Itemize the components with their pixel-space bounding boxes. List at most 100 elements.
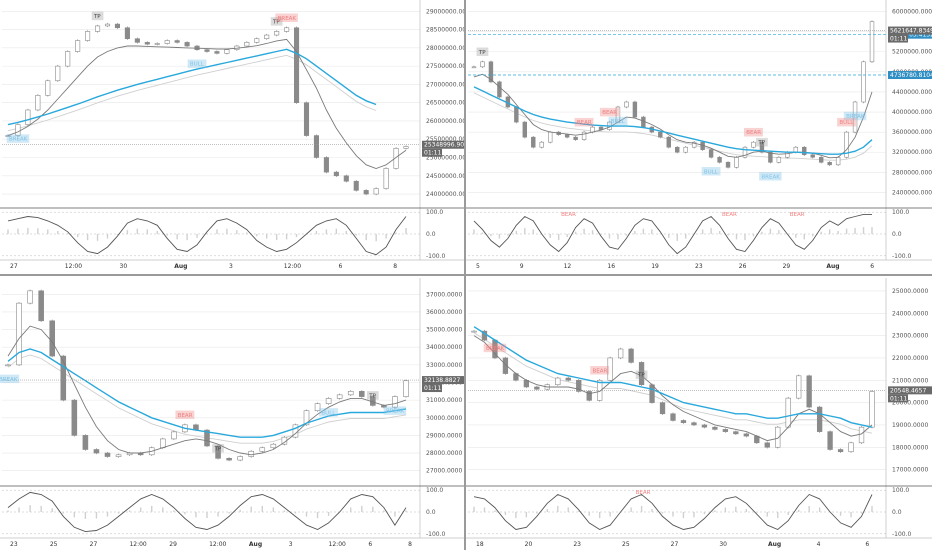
signal-tag-bg — [608, 116, 628, 126]
candle-body — [638, 362, 645, 386]
level-tag-text: 4736780.8104 — [890, 72, 932, 79]
candle-body — [65, 51, 71, 67]
signal-tag-bg — [175, 410, 195, 420]
y-tick-label: 5200000.0000 — [892, 49, 932, 56]
y-tick-label: 21000.0000 — [892, 377, 928, 384]
signal-tag-bg — [837, 117, 857, 127]
candle-body — [284, 27, 290, 32]
x-tick-label: 30 — [719, 541, 727, 548]
osc-tick-label: -100.0 — [892, 531, 912, 538]
y-tick-label: 22000.0000 — [892, 355, 928, 362]
signal-tag-bg — [590, 366, 610, 375]
candle-body — [844, 131, 849, 158]
signal-tag-bg — [743, 127, 763, 137]
y-tick-label: 19000.0000 — [892, 422, 928, 429]
last-price-text: 5621647.8349 — [890, 28, 932, 35]
candle-body — [581, 131, 587, 140]
x-tick-label: 23 — [10, 541, 18, 548]
candle-body — [303, 102, 310, 136]
osc-line — [473, 213, 872, 255]
last-price-tag — [422, 140, 466, 149]
x-tick-label: 3 — [229, 263, 233, 270]
x-tick-label: Aug — [174, 263, 187, 270]
candle-body — [722, 429, 729, 432]
ma-slow-line — [473, 86, 873, 155]
osc-signal-tag: BEAR — [561, 212, 576, 218]
candle-body — [115, 454, 122, 457]
candle-body — [837, 449, 844, 453]
candle-body — [134, 38, 140, 43]
x-tick-label: 5 — [476, 263, 480, 270]
osc-line — [7, 216, 407, 256]
candle-body — [793, 146, 798, 153]
candle-body — [564, 134, 570, 138]
chart-svg: 29000000.0000 28500000.0000 28000000.0000 2… — [0, 0, 466, 270]
y-tick-label: 28000.0000 — [426, 450, 462, 457]
candle-body — [16, 302, 22, 366]
y-tick-label: 28500000.0000 — [426, 27, 466, 34]
x-tick-label: Aug — [249, 541, 262, 548]
y-tick-label: 25000000.0000 — [426, 154, 466, 161]
candle-body — [576, 379, 582, 392]
countdown-text: 01:11 — [424, 150, 441, 157]
candle-body — [531, 136, 536, 148]
x-tick-label: 12:00 — [129, 541, 146, 548]
signal-tag-text: BEAR — [577, 120, 592, 126]
x-tick-label: 27 — [671, 541, 679, 548]
x-tick-label: 18 — [476, 541, 484, 548]
candle-body — [343, 175, 349, 182]
signal-tag-text: BREAK — [278, 16, 297, 22]
candle-body — [383, 168, 389, 189]
signal-tag-bg — [635, 370, 648, 379]
candle-body — [835, 156, 841, 166]
candle-body — [534, 386, 540, 390]
signal-tag-text: BREAK — [386, 409, 405, 415]
candle-body — [768, 151, 773, 163]
x-tick-label: 6 — [368, 541, 372, 548]
candle-body — [60, 355, 67, 401]
y-tick-label: 3200000.0000 — [892, 149, 932, 156]
candle-body — [144, 42, 150, 45]
y-tick-label: 23000.0000 — [892, 333, 928, 340]
countdown-tag — [422, 384, 442, 393]
x-tick-label: 29 — [783, 263, 791, 270]
signal-tag-bg — [212, 444, 224, 453]
y-tick-label: 6000000.0000 — [892, 9, 932, 16]
candle-body — [248, 450, 255, 457]
candle-body — [204, 49, 210, 52]
signal-tag-bg — [843, 111, 867, 121]
candle-body — [725, 161, 731, 168]
signal-tag-bg — [187, 59, 207, 68]
candle-body — [548, 131, 553, 143]
signal-tag-bg — [270, 17, 283, 26]
signal-tag-bg — [319, 408, 339, 417]
candle-body — [764, 442, 770, 448]
candle-body — [38, 290, 44, 322]
candle-body — [35, 95, 41, 111]
candle-body — [555, 377, 561, 386]
ma-slow-line — [7, 348, 407, 438]
chart-panel-top-right: 6000000.00005600000.00005200000.00004800… — [466, 0, 932, 272]
y-tick-label: 28000000.0000 — [426, 45, 466, 52]
x-tick-label: 12:00 — [65, 263, 82, 270]
x-tick-label: 8 — [393, 263, 397, 270]
y-tick-label: 24500000.0000 — [426, 173, 466, 180]
candle-body — [303, 410, 310, 426]
candle-body — [471, 330, 477, 333]
osc-signal-tag: BEAR — [722, 212, 737, 218]
candle-body — [861, 61, 866, 103]
candle-body — [325, 398, 332, 404]
x-tick-label: 26 — [739, 263, 747, 270]
osc-tick-label: 100.0 — [892, 209, 909, 216]
candle-body — [313, 135, 319, 158]
x-tick-label: 29 — [169, 541, 177, 548]
candle-body — [806, 375, 812, 408]
y-tick-label: 35000.0000 — [426, 327, 462, 334]
ma-fast-line — [473, 335, 873, 442]
candle-body — [333, 171, 339, 177]
osc-tick-label: 100.0 — [426, 487, 443, 494]
candle-body — [649, 384, 655, 403]
osc-tick-label: 100.0 — [426, 209, 443, 216]
signal-tag-text: BREAK — [846, 114, 865, 120]
signal-tag-text: BEAR — [602, 110, 617, 116]
